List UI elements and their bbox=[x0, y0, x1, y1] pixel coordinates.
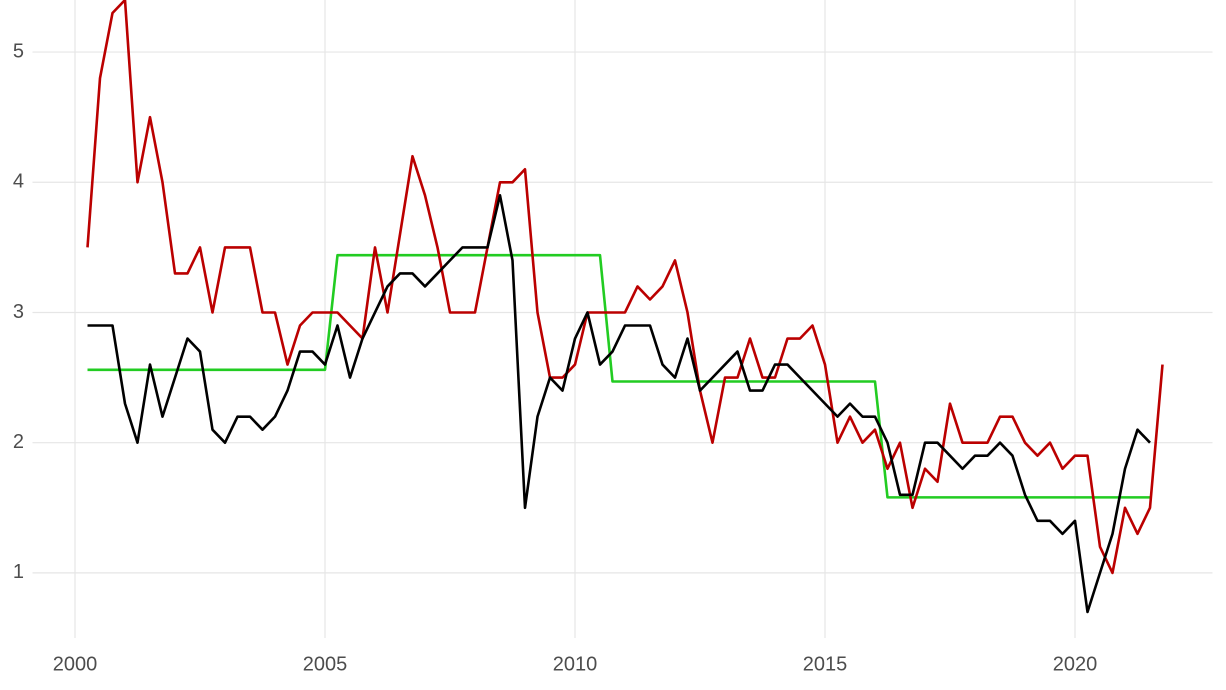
series-line bbox=[87, 253, 1150, 499]
y-tick-label: 1 bbox=[13, 561, 24, 583]
series-line bbox=[86, 0, 1164, 575]
x-tick-label: 2015 bbox=[803, 653, 848, 675]
y-tick-label: 4 bbox=[13, 171, 24, 193]
x-tick-label: 2010 bbox=[553, 653, 598, 675]
plot-area bbox=[86, 0, 1164, 614]
y-tick-label: 3 bbox=[13, 301, 24, 323]
x-tick-label: 2000 bbox=[53, 653, 98, 675]
x-tick-label: 2020 bbox=[1053, 653, 1098, 675]
y-tick-label: 2 bbox=[13, 431, 24, 453]
series-line bbox=[87, 194, 1151, 614]
y-tick-label: 5 bbox=[13, 40, 24, 62]
x-tick-label: 2005 bbox=[303, 653, 348, 675]
